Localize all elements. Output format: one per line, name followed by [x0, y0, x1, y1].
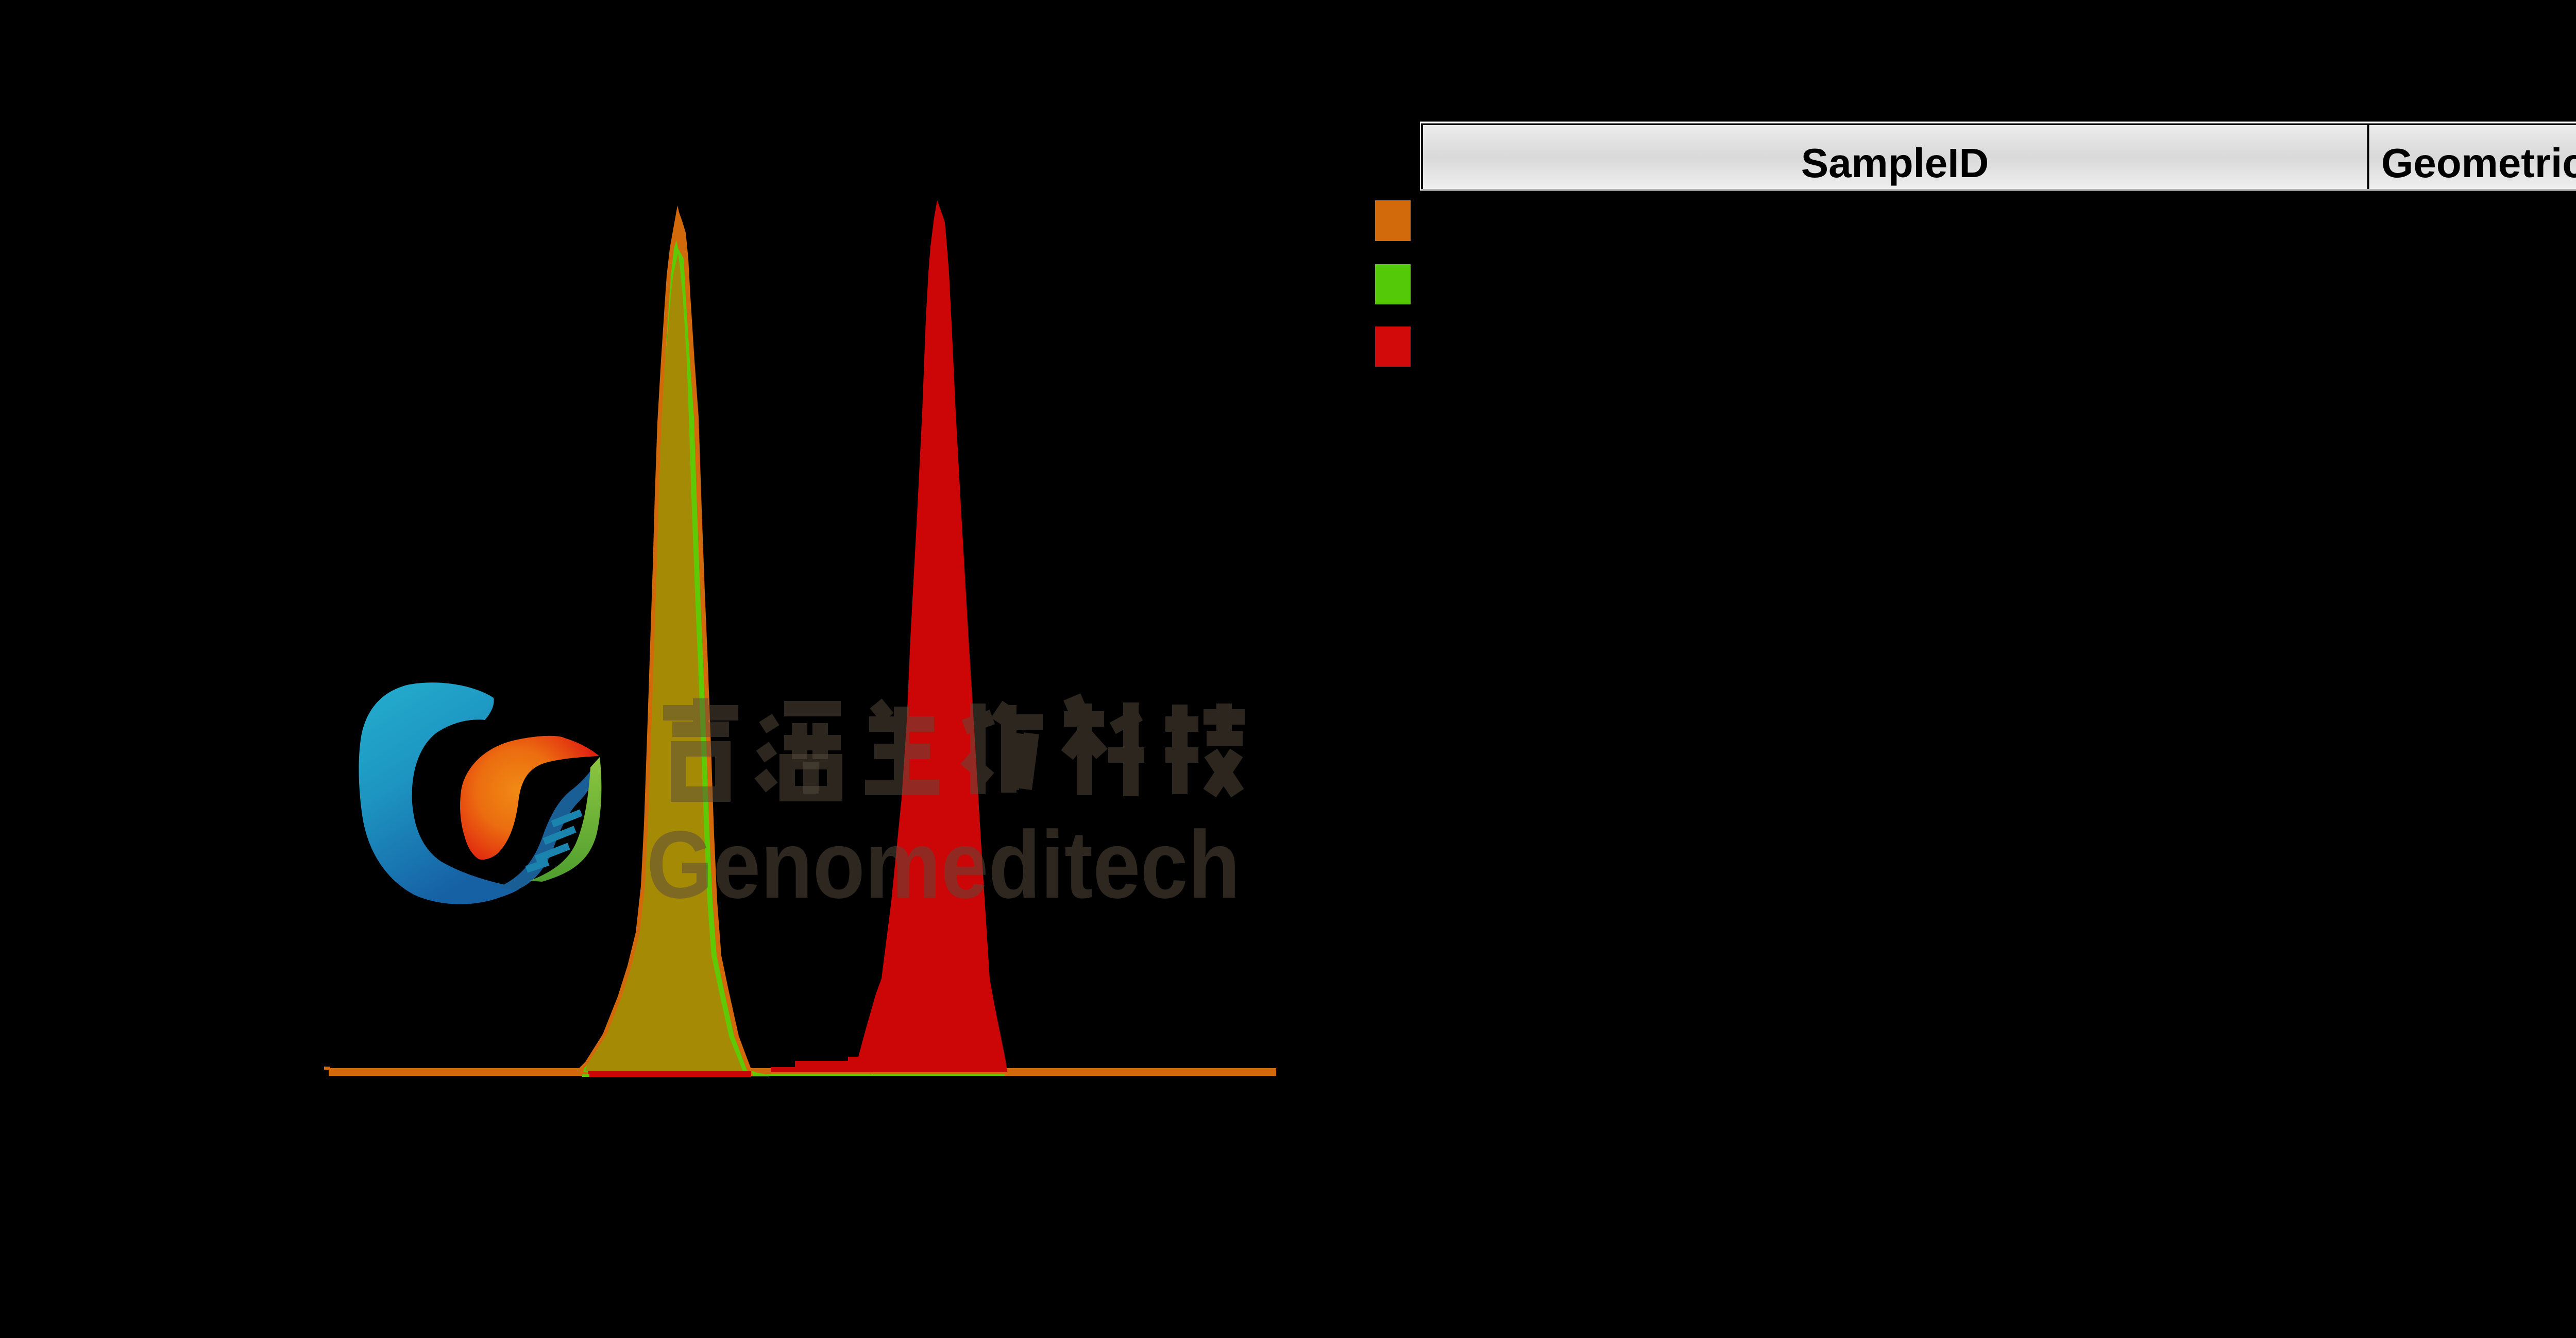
- svg-text:SampleID: SampleID: [1801, 140, 1989, 186]
- svg-text:Genomeditech: Genomeditech: [647, 812, 1240, 918]
- svg-text:Geometric Mean : FL11-H: Geometric Mean : FL11-H: [2381, 140, 2576, 186]
